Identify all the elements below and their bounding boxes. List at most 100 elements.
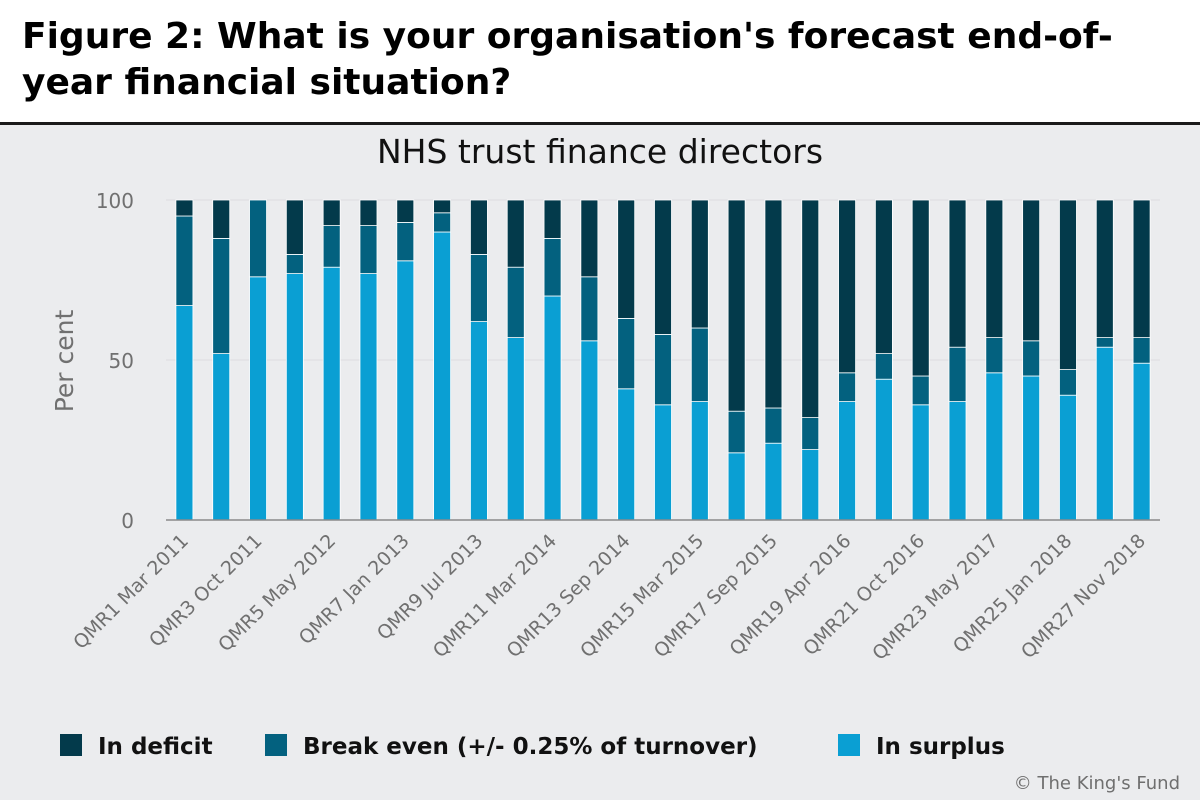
bar-segment-in-surplus xyxy=(1095,346,1114,521)
bar-segment-in-deficit xyxy=(985,199,1004,339)
y-tick-label: 0 xyxy=(121,509,134,533)
bar-segment-break xyxy=(249,199,267,278)
y-tick-label: 100 xyxy=(96,189,134,213)
legend-label: In surplus xyxy=(876,734,1005,760)
stacked-bar-chart: NHS trust finance directors Per cent 0 50… xyxy=(50,132,1160,760)
bar-segment-break xyxy=(948,346,967,402)
bar-segment-in-deficit xyxy=(874,199,893,355)
chart-title: NHS trust finance directors xyxy=(377,132,823,171)
x-tick-label: QMR21 Oct 2016 xyxy=(799,530,929,660)
y-axis-label: Per cent xyxy=(50,310,79,413)
legend-label: Break even (+/- 0.25% of turnover) xyxy=(303,734,758,760)
bar-segment-in-deficit xyxy=(617,199,636,319)
bar-segment-break xyxy=(764,407,783,444)
x-tick-label: QMR19 Apr 2016 xyxy=(725,530,855,660)
bar-segment-break xyxy=(617,317,636,390)
bar-segment-in-surplus xyxy=(396,260,415,521)
bar-segment-in-surplus xyxy=(985,372,1004,521)
bar-segment-in-deficit xyxy=(948,199,967,348)
bar-segment-in-deficit xyxy=(285,199,304,255)
legend-swatch xyxy=(265,734,287,756)
x-tick-label: QMR27 Nov 2018 xyxy=(1017,530,1150,663)
bar-segment-in-deficit xyxy=(727,199,746,412)
chart-area: NHS trust finance directors Per cent 0 50… xyxy=(0,125,1200,800)
bar-segment-break xyxy=(580,276,599,342)
bar-segment-break xyxy=(654,333,672,406)
bar-segment-break xyxy=(359,225,378,274)
bar-segment-break xyxy=(1095,337,1114,348)
bar-segment-in-surplus xyxy=(175,305,194,521)
bar-segment-break xyxy=(1022,340,1041,377)
bar-segment-in-surplus xyxy=(322,266,341,521)
bar-segment-in-deficit xyxy=(1059,199,1077,371)
x-tick-label: QMR15 Mar 2015 xyxy=(576,530,708,662)
bar-segment-in-deficit xyxy=(506,199,525,268)
bar-segment-break xyxy=(911,375,930,406)
bar-segment-in-surplus xyxy=(433,231,452,521)
bar-segment-break xyxy=(433,212,452,233)
bar-segment-in-surplus xyxy=(654,404,672,521)
bar-segment-in-surplus xyxy=(470,321,488,521)
x-tick-label: QMR13 Sep 2014 xyxy=(503,530,635,662)
bar-segment-break xyxy=(801,417,820,451)
bar-segment-in-deficit xyxy=(543,199,562,239)
legend-swatch xyxy=(60,734,82,756)
legend-label: In deficit xyxy=(98,734,213,760)
bar-segment-in-surplus xyxy=(580,340,599,521)
bar-segment-in-deficit xyxy=(580,199,599,278)
bar-segment-in-surplus xyxy=(285,273,304,521)
bar-segment-in-deficit xyxy=(801,199,820,419)
bar-segment-in-deficit xyxy=(911,199,930,377)
bar-segment-break xyxy=(874,353,893,380)
bar-segment-in-surplus xyxy=(948,401,967,521)
x-tick-label: QMR11 Mar 2014 xyxy=(429,530,561,662)
bar-segment-in-surplus xyxy=(1022,375,1041,521)
bar-segment-break xyxy=(690,327,709,402)
x-tick-label: QMR17 Sep 2015 xyxy=(650,530,782,662)
bar-segment-in-deficit xyxy=(359,199,378,227)
bar-segment-break xyxy=(322,225,341,268)
bar-segment-in-surplus xyxy=(727,452,746,521)
x-tick-label: QMR23 May 2017 xyxy=(868,530,1003,665)
bar-segment-in-deficit xyxy=(470,199,488,255)
bar-segment-in-deficit xyxy=(838,199,856,374)
bar-segment-in-deficit xyxy=(1132,199,1151,339)
bar-segment-in-deficit xyxy=(1022,199,1041,342)
bar-segment-in-deficit xyxy=(654,199,672,335)
bar-segment-in-surplus xyxy=(359,273,378,521)
y-tick-label: 50 xyxy=(109,349,134,373)
bar-segment-in-deficit xyxy=(433,199,452,214)
bar-segment-in-deficit xyxy=(396,199,415,223)
bar-segment-in-surplus xyxy=(690,401,709,521)
copyright: © The King's Fund xyxy=(1013,773,1180,794)
bar-segment-in-surplus xyxy=(911,404,930,521)
bar-segment-break xyxy=(175,215,194,306)
bar-segment-break xyxy=(838,372,856,403)
bar-segment-in-surplus xyxy=(1132,362,1151,521)
bar-segment-in-surplus xyxy=(617,388,636,521)
bar-segment-in-surplus xyxy=(764,442,783,521)
bar-segment-break xyxy=(1132,337,1151,364)
bars xyxy=(175,199,1151,521)
figure-header: Figure 2: What is your organisation's fo… xyxy=(0,0,1200,125)
y-axis-ticks: 0 50 100 xyxy=(96,189,134,533)
bar-segment-in-deficit xyxy=(690,199,709,329)
figure-title: Figure 2: What is your organisation's fo… xyxy=(22,16,1113,103)
bar-segment-in-surplus xyxy=(249,276,267,521)
bar-segment-in-deficit xyxy=(764,199,783,409)
bar-segment-break xyxy=(212,238,231,354)
bar-segment-break xyxy=(285,253,304,274)
bar-segment-in-deficit xyxy=(1095,199,1114,339)
bar-segment-in-surplus xyxy=(506,337,525,521)
bar-segment-in-surplus xyxy=(874,378,893,521)
bar-segment-in-surplus xyxy=(801,449,820,521)
bar-segment-break xyxy=(727,410,746,454)
bar-segment-in-surplus xyxy=(1059,394,1077,521)
bar-segment-break xyxy=(470,253,488,322)
legend: In deficit Break even (+/- 0.25% of turno… xyxy=(60,734,1005,760)
bar-segment-break xyxy=(1059,369,1077,396)
bar-segment-in-surplus xyxy=(543,295,562,521)
bar-segment-in-surplus xyxy=(838,401,856,521)
bar-segment-in-surplus xyxy=(212,353,231,521)
